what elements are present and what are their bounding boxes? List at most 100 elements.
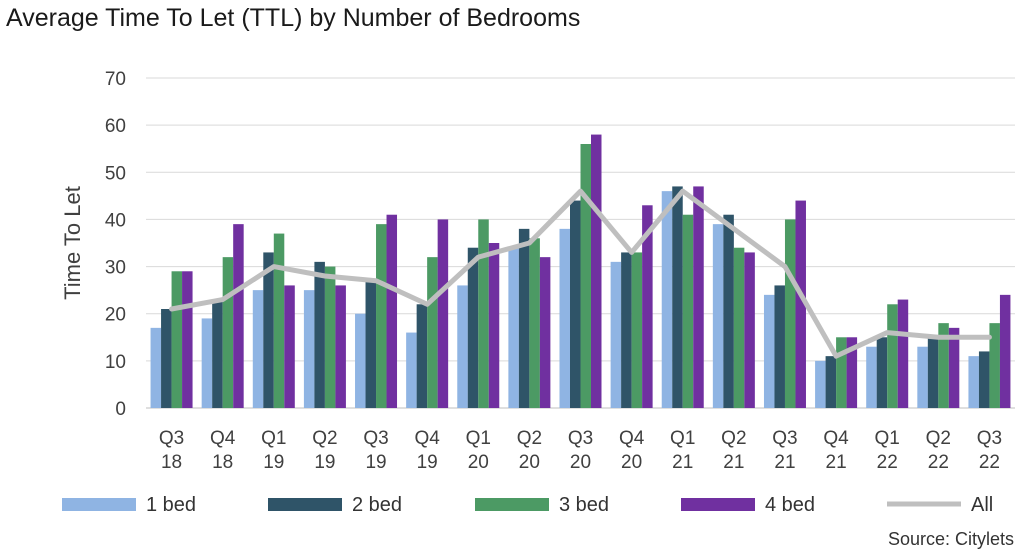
- y-tick-label: 70: [105, 69, 126, 90]
- bar-3-bed: [631, 252, 643, 408]
- bar-3-bed: [733, 247, 745, 408]
- y-axis-ticks: 0 10 20 30 40 50 60 70: [105, 69, 126, 420]
- bar-2-bed: [825, 356, 837, 408]
- bars: [150, 134, 1011, 409]
- bar-4-bed: [591, 134, 602, 409]
- bar-3-bed: [989, 323, 1000, 408]
- legend-swatch: [268, 498, 342, 511]
- bar-4-bed: [999, 294, 1011, 408]
- bar-2-bed: [263, 252, 274, 408]
- bar-2-bed: [927, 337, 939, 408]
- y-axis-label: Time To Let: [60, 186, 85, 300]
- bar-1-bed: [661, 191, 673, 408]
- bar-3-bed: [887, 304, 898, 408]
- line-series-All: [169, 188, 992, 359]
- x-axis-ticks: Q3 18 Q4 18 Q1 19 Q2 19 Q3 19 Q4 19 Q1 20 Q2 20 Q3 20 Q4 20…: [159, 428, 1002, 473]
- y-tick-label: 0: [115, 399, 126, 420]
- bar-4-bed: [437, 219, 449, 408]
- x-tick-label: Q3 22: [977, 428, 1002, 473]
- bar-3-bed: [682, 214, 694, 408]
- bar-3-bed: [376, 224, 387, 408]
- bar-3-bed: [273, 233, 285, 408]
- bar-3-bed: [580, 144, 591, 408]
- bar-3-bed: [427, 257, 438, 408]
- x-tick-label: Q3 21: [772, 428, 797, 473]
- y-tick-label: 40: [105, 210, 126, 231]
- bar-1-bed: [201, 318, 213, 408]
- legend-swatch: [681, 498, 755, 511]
- bar-4-bed: [386, 214, 398, 408]
- bar-4-bed: [182, 271, 193, 408]
- bar-3-bed: [171, 271, 183, 408]
- legend: 1 bed 2 bed 3 bed 4 bed All: [62, 494, 993, 516]
- x-tick-label: Q1 22: [875, 428, 900, 473]
- legend-swatch: [475, 498, 549, 511]
- chart-title: Average Time To Let (TTL) by Number of B…: [6, 4, 581, 32]
- bar-1-bed: [406, 332, 417, 408]
- bar-2-bed: [978, 351, 990, 408]
- y-tick-label: 30: [105, 258, 126, 279]
- bar-2-bed: [518, 228, 530, 408]
- bar-2-bed: [416, 304, 428, 408]
- bar-1-bed: [252, 290, 264, 408]
- x-tick-label: Q2 19: [312, 428, 337, 473]
- bar-4-bed: [642, 205, 653, 408]
- legend-label: 1 bed: [146, 494, 196, 516]
- bar-2-bed: [621, 252, 632, 408]
- bar-3-bed: [222, 257, 234, 408]
- bar-2-bed: [774, 285, 785, 408]
- bar-1-bed: [917, 346, 928, 408]
- x-tick-label: Q2 22: [926, 428, 951, 473]
- bar-2-bed: [876, 337, 888, 408]
- bar-4-bed: [335, 285, 346, 408]
- bar-3-bed: [784, 219, 796, 408]
- bar-4-bed: [744, 252, 755, 408]
- bar-3-bed: [324, 266, 336, 408]
- bar-4-bed: [846, 337, 858, 408]
- bar-2-bed: [365, 280, 377, 408]
- bar-1-bed: [968, 356, 979, 408]
- x-tick-label: Q4 21: [823, 428, 849, 473]
- legend-label: 2 bed: [352, 494, 402, 516]
- bar-3-bed: [478, 219, 489, 408]
- bar-1-bed: [815, 360, 826, 408]
- bar-1-bed: [303, 290, 315, 408]
- bar-2-bed: [672, 186, 683, 408]
- x-tick-label: Q1 20: [466, 428, 491, 473]
- bar-2-bed: [467, 247, 479, 408]
- bar-4-bed: [795, 200, 806, 408]
- bar-1-bed: [355, 313, 366, 408]
- x-tick-label: Q3 18: [159, 428, 184, 473]
- bar-4-bed: [539, 257, 551, 408]
- bar-1-bed: [457, 285, 468, 408]
- bar-2-bed: [723, 214, 734, 408]
- x-tick-label: Q1 21: [670, 428, 695, 473]
- bar-4-bed: [693, 186, 704, 408]
- legend-label: 4 bed: [765, 494, 815, 516]
- x-tick-label: Q4 19: [414, 428, 440, 473]
- y-tick-label: 50: [105, 163, 126, 184]
- bar-4-bed: [284, 285, 295, 408]
- bar-1-bed: [866, 346, 877, 408]
- legend-label: All: [971, 494, 993, 516]
- x-tick-label: Q2 20: [517, 428, 542, 473]
- x-tick-label: Q3 19: [363, 428, 388, 473]
- x-tick-label: Q2 21: [721, 428, 746, 473]
- bar-1-bed: [763, 294, 775, 408]
- bar-2-bed: [570, 200, 581, 408]
- bar-4-bed: [948, 327, 960, 408]
- y-tick-label: 60: [105, 116, 126, 137]
- bar-1-bed: [610, 261, 622, 408]
- bar-4-bed: [897, 299, 909, 408]
- bar-4-bed: [233, 224, 244, 408]
- x-tick-label: Q4 20: [619, 428, 645, 473]
- bar-4-bed: [488, 243, 500, 408]
- bar-2-bed: [314, 261, 325, 408]
- bar-1-bed: [712, 224, 724, 408]
- bar-3-bed: [938, 323, 949, 408]
- y-tick-label: 20: [105, 305, 126, 326]
- bar-1-bed: [559, 228, 570, 408]
- y-tick-label: 10: [105, 352, 126, 373]
- bar-1-bed: [508, 247, 519, 408]
